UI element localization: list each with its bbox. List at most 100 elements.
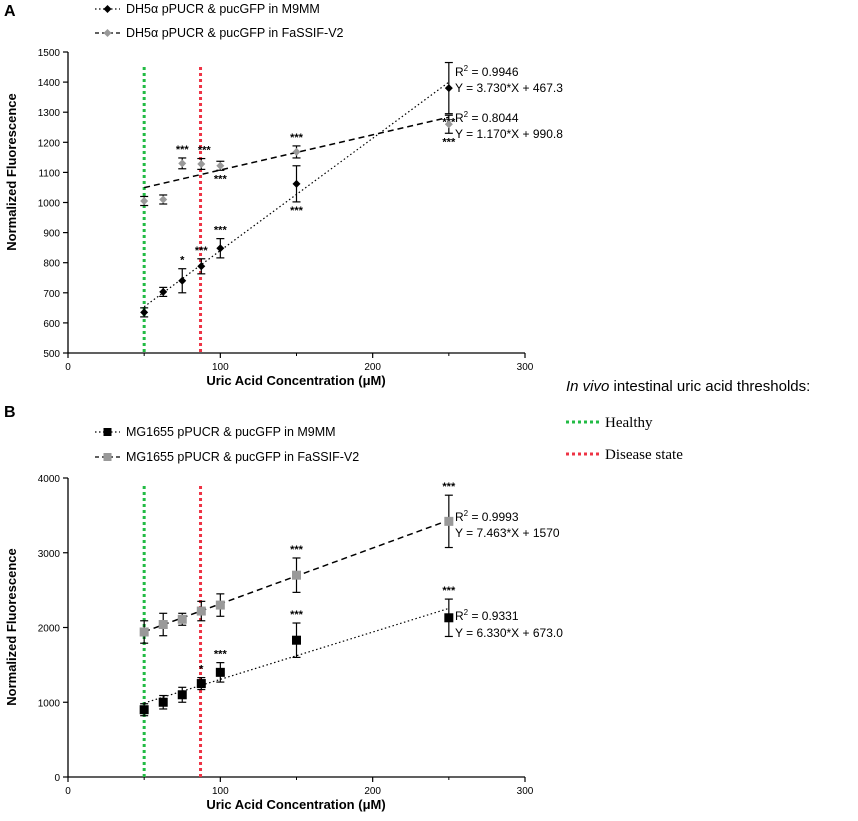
data-point-a-fassif [140,195,149,207]
panel-b: B MG1655 pPUCR & pucGFP in M9MM MG1655 p… [4,404,563,812]
y-tick-label-a: 1500 [38,48,61,59]
data-point-b-m9mm: *** [214,649,227,683]
data-point-a-m9mm: *** [195,245,208,275]
diamond-marker [197,159,206,168]
ticks-b: 0 1000 2000 3000 4000 0 100 200 300 [38,474,534,797]
equation-a-m9mm: Y = 3.730*X + 467.3 [455,81,563,95]
data-point-b-m9mm: *** [290,609,304,659]
significance-label: *** [214,225,228,237]
threshold-legend-disease-label: Disease state [605,447,683,463]
legend-b: MG1655 pPUCR & pucGFP in M9MM MG1655 pPU… [95,425,359,464]
square-marker [177,614,187,624]
y-tick-label-b: 0 [54,773,60,784]
y-axis-title-a: Normalized Fluorescence [4,93,19,251]
x-axis-title-a: Uric Acid Concentration (μM) [206,373,385,388]
equation-b-m9mm: Y = 6.330*X + 673.0 [455,626,563,640]
diamond-marker [159,195,168,204]
data-point-a-fassif [159,194,168,205]
significance-label: *** [442,136,456,148]
data-point-b-fassif [158,612,168,637]
data-point-a-fassif: *** [290,132,304,159]
data-points-a: **************************** [140,61,456,318]
data-point-a-fassif: *** [214,160,228,185]
x-tick-label-a: 200 [364,362,381,373]
data-point-b-fassif: *** [290,544,304,593]
data-point-b-m9mm: * [196,664,206,691]
legend-b-m9mm-label: MG1655 pPUCR & pucGFP in M9MM [126,425,336,439]
data-point-a-m9mm: *** [214,225,228,259]
significance-label: *** [442,585,456,597]
x-tick-label-a: 100 [212,362,229,373]
panel-b-label: B [4,404,16,421]
square-marker [215,600,225,610]
data-point-a-m9mm [140,307,149,318]
data-point-b-m9mm [177,686,187,703]
fit-line-b-m9mm [143,607,450,704]
square-marker [177,690,187,700]
diamond-marker [178,159,187,168]
square-marker [292,635,301,645]
significance-label: *** [290,205,304,217]
y-tick-label-a: 600 [43,319,60,330]
threshold-legend-healthy-label: Healthy [605,415,653,431]
square-marker [444,613,454,623]
diamond-marker [140,196,149,205]
square-marker [292,570,301,580]
data-point-b-m9mm [139,703,149,717]
x-tick-label-a: 300 [517,362,534,373]
data-point-a-m9mm: *** [290,165,304,217]
significance-label: *** [198,145,212,157]
significance-label: *** [290,609,304,621]
legend-a-m9mm-label: DH5α pPUCR & pucGFP in M9MM [126,2,320,16]
data-point-b-fassif [139,620,149,644]
threshold-legend-title: In vivo intestinal uric acid thresholds: [566,378,810,395]
legend-a-fassif-label: DH5α pPUCR & pucGFP in FaSSIF-V2 [126,26,344,40]
data-point-a-fassif: *** [197,145,211,170]
r2-b-m9mm: R2 = 0.9331 [455,608,519,623]
data-point-a-fassif: *** [442,114,456,148]
diamond-marker [216,244,225,253]
data-point-b-fassif [215,593,225,617]
x-tick-label-b: 200 [364,786,381,797]
data-point-b-fassif [196,600,206,622]
significance-label: *** [214,173,228,185]
y-tick-label-a: 500 [43,349,60,360]
square-marker [196,606,206,616]
data-point-b-fassif [177,612,187,626]
ticks-a: 500 600 700 800 900 1000 1100 1200 1300 1400 1500 0… [38,48,534,373]
data-point-a-m9mm: * [178,255,187,294]
data-point-b-m9mm [158,694,168,710]
x-tick-label-a: 0 [65,362,71,373]
y-tick-label-a: 800 [43,259,60,270]
legend-b-m9mm-marker [103,428,112,436]
diamond-marker [292,147,301,156]
data-point-a-m9mm [159,286,168,298]
axes-a: 500 600 700 800 900 1000 1100 1200 1300 1400 1500 0… [4,48,534,388]
threshold-legend: In vivo intestinal uric acid thresholds:… [566,378,810,463]
y-tick-label-b: 3000 [38,549,61,560]
legend-b-fassif-marker [103,453,112,461]
panel-a-label: A [4,3,16,20]
significance-label: *** [290,132,304,144]
diamond-marker [140,308,149,317]
y-tick-label-a: 1100 [38,168,60,179]
diamond-marker [197,262,206,271]
y-axis-title-b: Normalized Fluorescence [4,548,19,706]
x-tick-label-b: 100 [212,786,229,797]
data-point-b-m9mm: *** [442,585,456,638]
y-tick-label-b: 4000 [38,474,61,485]
x-axis-title-b: Uric Acid Concentration (μM) [206,797,385,812]
diamond-marker [159,287,168,296]
data-points-b: **************** [139,481,456,717]
diamond-marker [292,179,301,188]
significance-label: * [180,255,185,267]
fit-line-a-fassif [143,116,450,189]
square-marker [158,697,168,707]
square-marker [139,705,149,715]
square-marker [215,667,225,677]
significance-label: *** [290,544,304,556]
square-marker [444,516,454,526]
significance-label: *** [176,144,190,156]
square-marker [196,679,206,689]
square-marker [139,627,149,637]
